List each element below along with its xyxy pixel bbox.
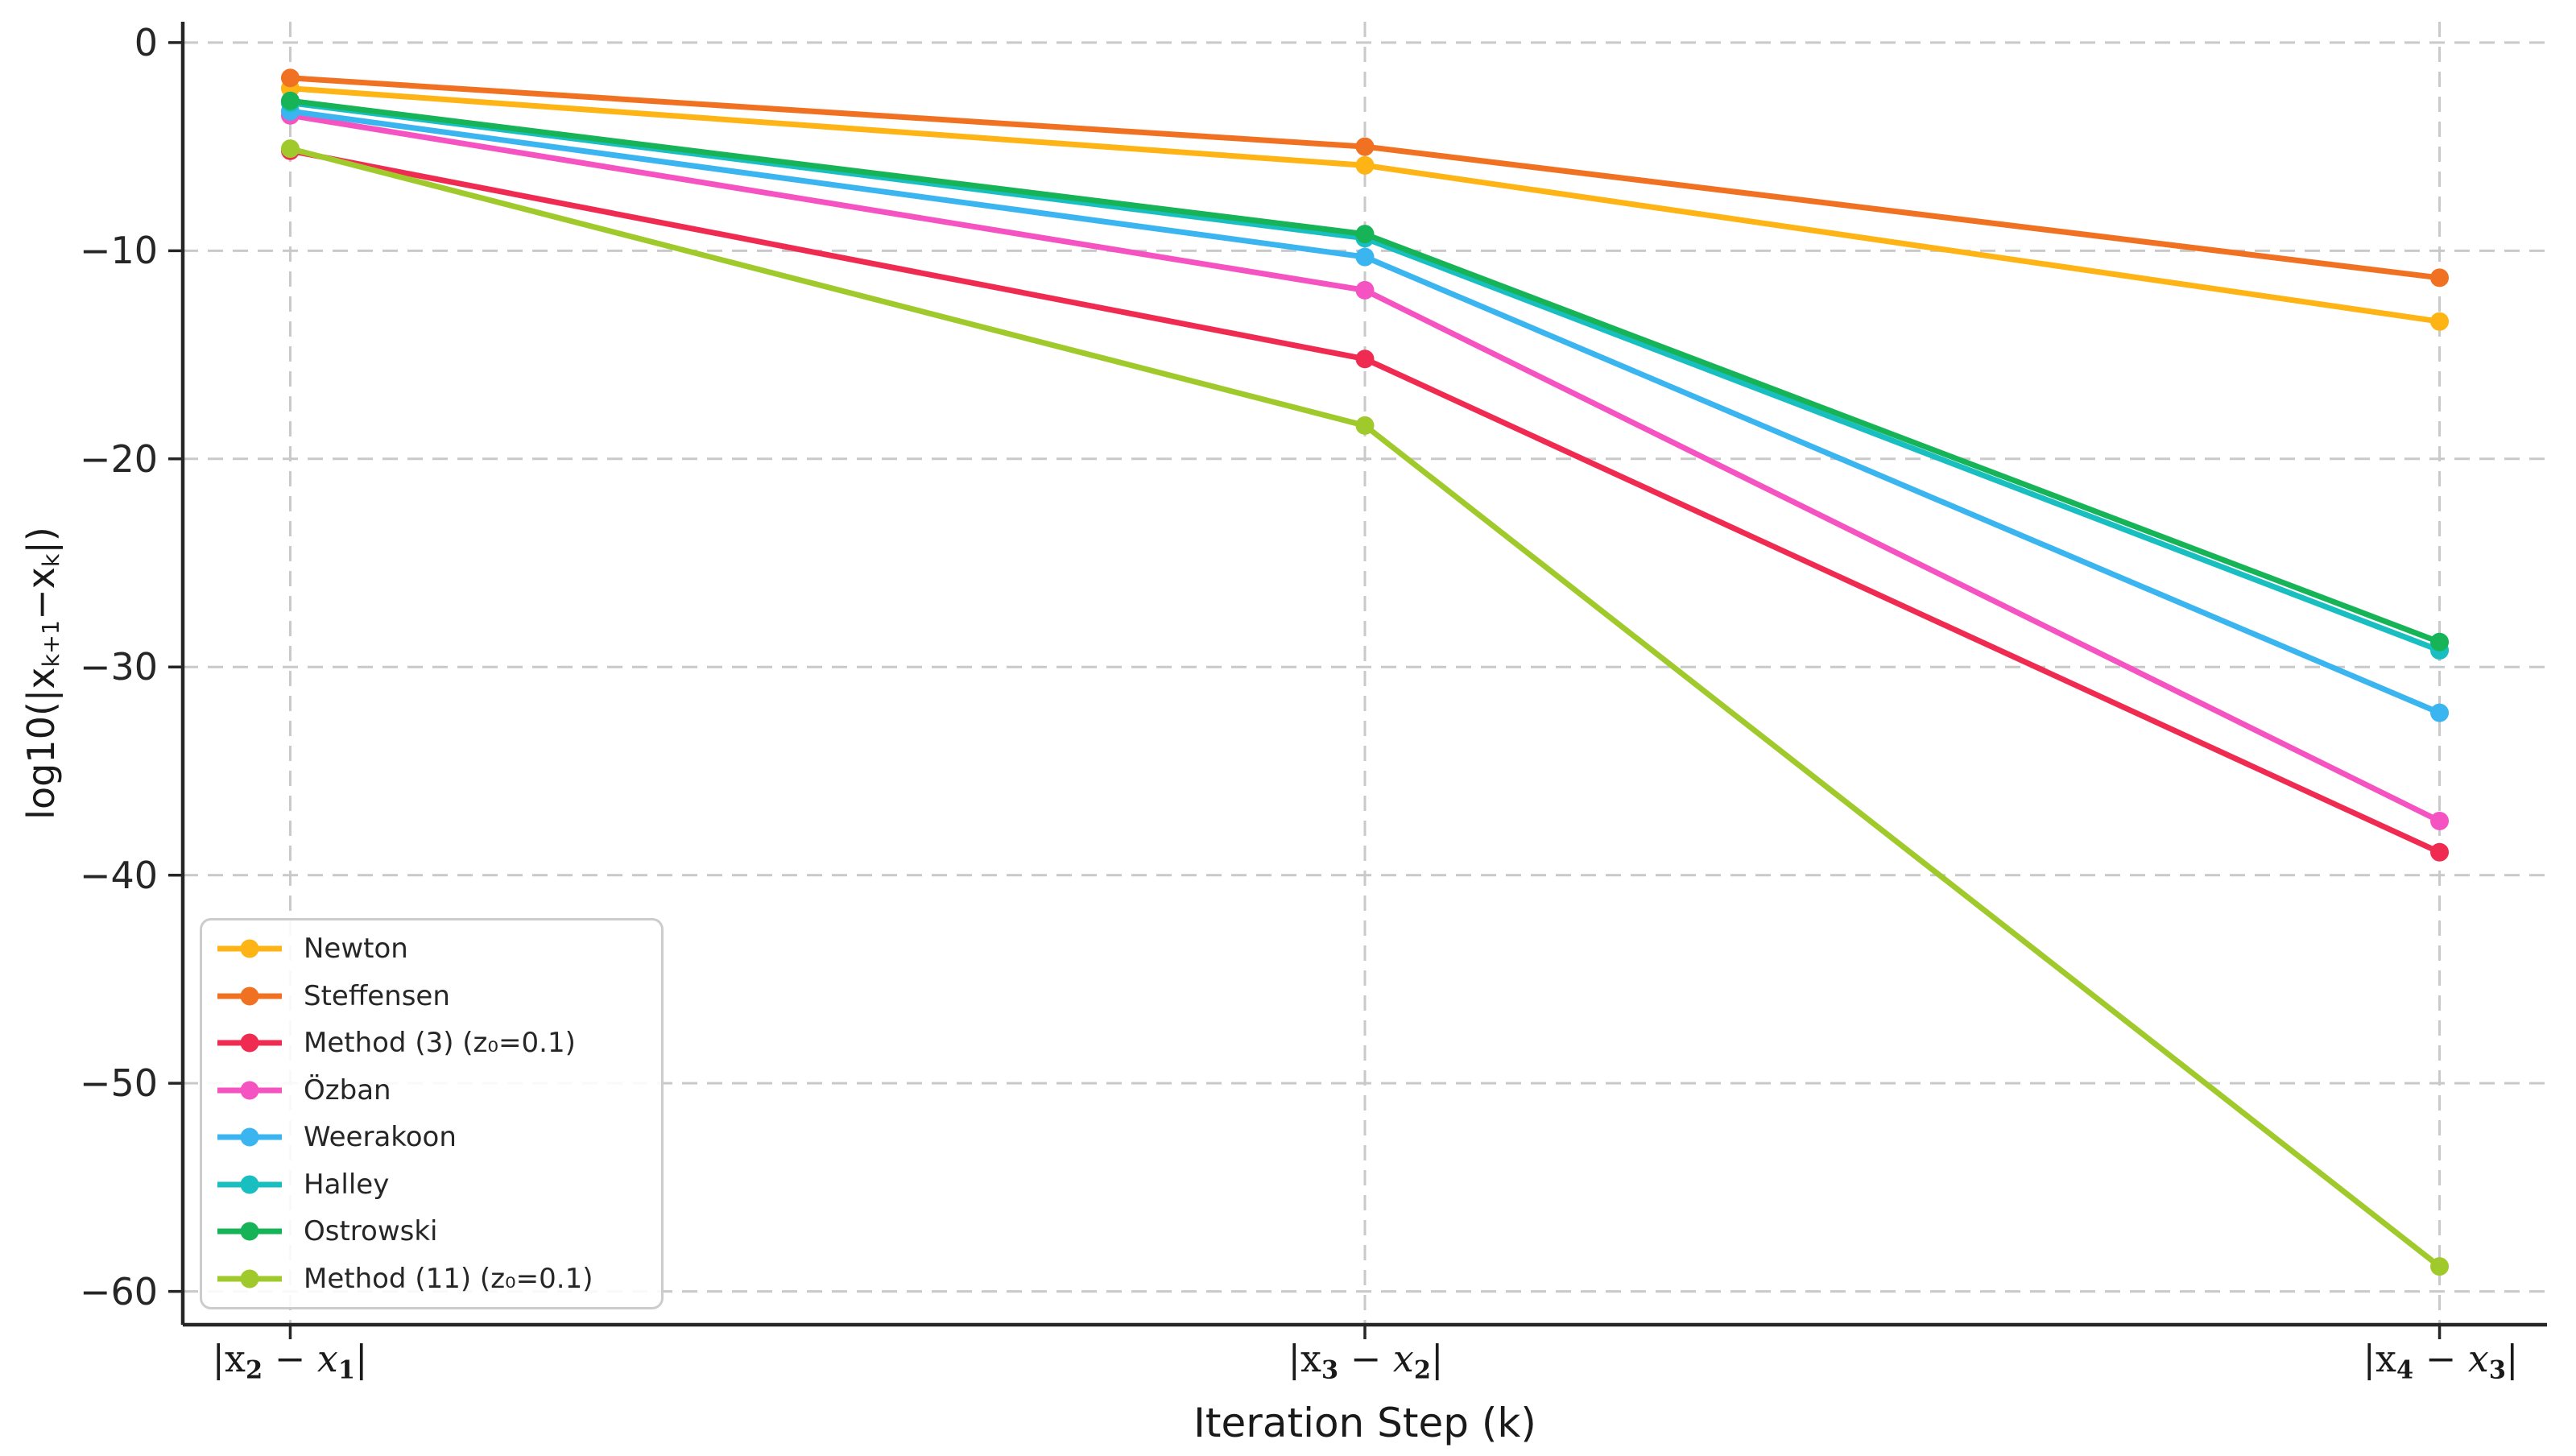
legend-line-marker-icon <box>217 1269 282 1288</box>
legend-label: Newton <box>304 933 408 966</box>
data-point-steffensen <box>1355 137 1375 156</box>
data-point-steffensen <box>280 68 300 88</box>
legend-label: Ostrowski <box>304 1215 438 1248</box>
y-tick-label: −40 <box>79 853 158 897</box>
legend-item: Özban <box>213 1068 650 1113</box>
data-point-method-11-z-0-1 <box>1355 416 1375 435</box>
y-tick-label: 0 <box>134 20 158 64</box>
legend-line-marker-icon <box>217 1127 282 1147</box>
legend-item: Halley <box>213 1162 650 1207</box>
data-point-ostrowski <box>2430 632 2450 651</box>
legend-item: Ostrowski <box>213 1209 650 1254</box>
x-tick-label: |x3 − x2| <box>1288 1337 1444 1385</box>
legend-line-marker-icon <box>217 1081 282 1100</box>
data-point-ostrowski <box>1355 225 1375 244</box>
legend-item: Newton <box>213 926 650 971</box>
data-point-method-11-z-0-1 <box>2430 1257 2450 1276</box>
data-point-newton <box>1355 155 1375 175</box>
legend-item: Steffensen <box>213 974 650 1019</box>
y-tick-label: −20 <box>79 436 158 481</box>
y-tick-label: −60 <box>79 1269 158 1313</box>
legend-label: Halley <box>304 1168 390 1201</box>
legend: Newton Steffensen Method (3) (z₀=0.1) Öz… <box>200 918 664 1309</box>
data-point-weerakoon <box>1355 247 1375 267</box>
data-point-method-3-z-0-1 <box>1355 350 1375 369</box>
data-point-weerakoon <box>2430 703 2450 722</box>
x-axis-title: Iteration Step (k) <box>1193 1400 1536 1446</box>
data-point-method-3-z-0-1 <box>2430 842 2450 862</box>
legend-label: Weerakoon <box>304 1121 457 1154</box>
data-point-zban <box>1355 280 1375 300</box>
legend-label: Özban <box>304 1073 391 1106</box>
data-point-ostrowski <box>280 91 300 110</box>
series-line-zban <box>287 112 2443 825</box>
legend-item: Weerakoon <box>213 1115 650 1160</box>
y-tick-label: −50 <box>79 1061 158 1106</box>
y-tick-label: −30 <box>79 645 158 689</box>
y-tick-label: −10 <box>79 229 158 273</box>
legend-line-marker-icon <box>217 939 282 958</box>
data-point-steffensen <box>2430 268 2450 287</box>
x-tick-label: |x4 − x3| <box>2363 1337 2519 1385</box>
x-tick-label: |x2 − x1| <box>212 1337 368 1385</box>
legend-line-marker-icon <box>217 987 282 1006</box>
legend-label: Steffensen <box>304 979 450 1012</box>
legend-line-marker-icon <box>217 1033 282 1053</box>
data-point-method-11-z-0-1 <box>280 139 300 159</box>
legend-item: Method (3) (z₀=0.1) <box>213 1020 650 1065</box>
legend-label: Method (3) (z₀=0.1) <box>304 1027 576 1060</box>
data-point-zban <box>2430 812 2450 831</box>
legend-item: Method (11) (z₀=0.1) <box>213 1256 650 1301</box>
data-point-newton <box>2430 312 2450 331</box>
legend-line-marker-icon <box>217 1175 282 1194</box>
legend-label: Method (11) (z₀=0.1) <box>304 1262 593 1295</box>
legend-line-marker-icon <box>217 1222 282 1241</box>
